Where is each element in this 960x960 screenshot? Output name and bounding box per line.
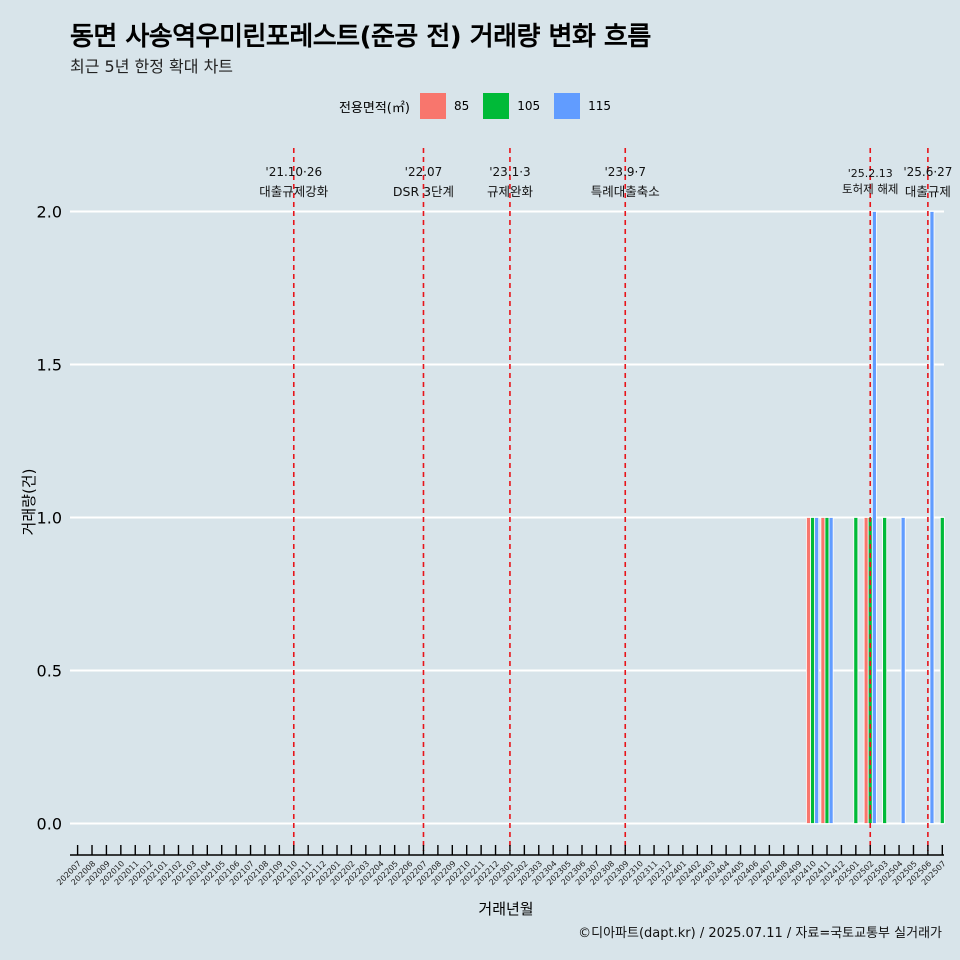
bar-85-202410 bbox=[806, 517, 811, 824]
y-tick-label: 0.0 bbox=[37, 815, 62, 834]
event-date: '25.6·27 bbox=[903, 165, 952, 179]
bar-115-202502 bbox=[871, 211, 877, 824]
y-tick-label: 1.5 bbox=[37, 356, 62, 375]
caption: ©디아파트(dapt.kr) / 2025.07.11 / 자료=국토교통부 실… bbox=[578, 926, 942, 941]
bar-85-202411 bbox=[820, 517, 826, 824]
event-label: 토허제 해제 bbox=[842, 182, 899, 196]
legend-label-115: 115 bbox=[588, 99, 612, 113]
chart-subtitle: 최근 5년 한정 확대 차트 bbox=[70, 57, 234, 76]
bar-115-202411 bbox=[828, 517, 834, 824]
event-label: 대출규제강화 bbox=[259, 184, 329, 199]
bar-115-202506 bbox=[929, 211, 935, 824]
event-label: DSR 3단계 bbox=[393, 184, 454, 199]
bar-105-202410 bbox=[810, 517, 816, 824]
chart-title: 동면 사송역우미린포레스트(준공 전) 거래량 변화 흐름 bbox=[70, 22, 651, 52]
y-tick-label: 0.5 bbox=[37, 662, 62, 681]
bar-105-202501 bbox=[853, 517, 859, 824]
event-label: 특례대출축소 bbox=[591, 184, 660, 199]
legend: 전용면적(㎡) 85 105 115 bbox=[0, 93, 960, 119]
legend-key-115 bbox=[554, 93, 581, 119]
x-axis-label: 거래년월 bbox=[478, 900, 533, 918]
y-tick-label: 1.0 bbox=[37, 509, 62, 528]
bar-105-202411 bbox=[824, 517, 830, 824]
event-label: 규제완화 bbox=[487, 184, 534, 199]
legend-key-85 bbox=[419, 93, 446, 119]
bar-115-202504 bbox=[900, 517, 906, 824]
bar-105-202503 bbox=[882, 517, 888, 824]
bar-115-202410 bbox=[814, 517, 820, 824]
event-label: 대출규제 bbox=[905, 184, 951, 199]
event-date: '22.07 bbox=[405, 165, 443, 179]
legend-key-105 bbox=[483, 93, 510, 119]
event-date: '23.9·7 bbox=[605, 165, 646, 179]
event-date: '21.10·26 bbox=[265, 165, 322, 179]
event-date: '23.1·3 bbox=[489, 165, 530, 179]
y-axis-label: 거래량(건) bbox=[20, 469, 38, 536]
bar-105-202507 bbox=[939, 517, 945, 824]
legend-label-85: 85 bbox=[453, 99, 470, 113]
legend-title: 전용면적(㎡) bbox=[338, 100, 410, 116]
bar-85-202502 bbox=[863, 517, 869, 824]
event-date: '25.2.13 bbox=[848, 167, 893, 180]
legend-label-105: 105 bbox=[517, 99, 541, 113]
y-tick-label: 2.0 bbox=[37, 203, 62, 222]
